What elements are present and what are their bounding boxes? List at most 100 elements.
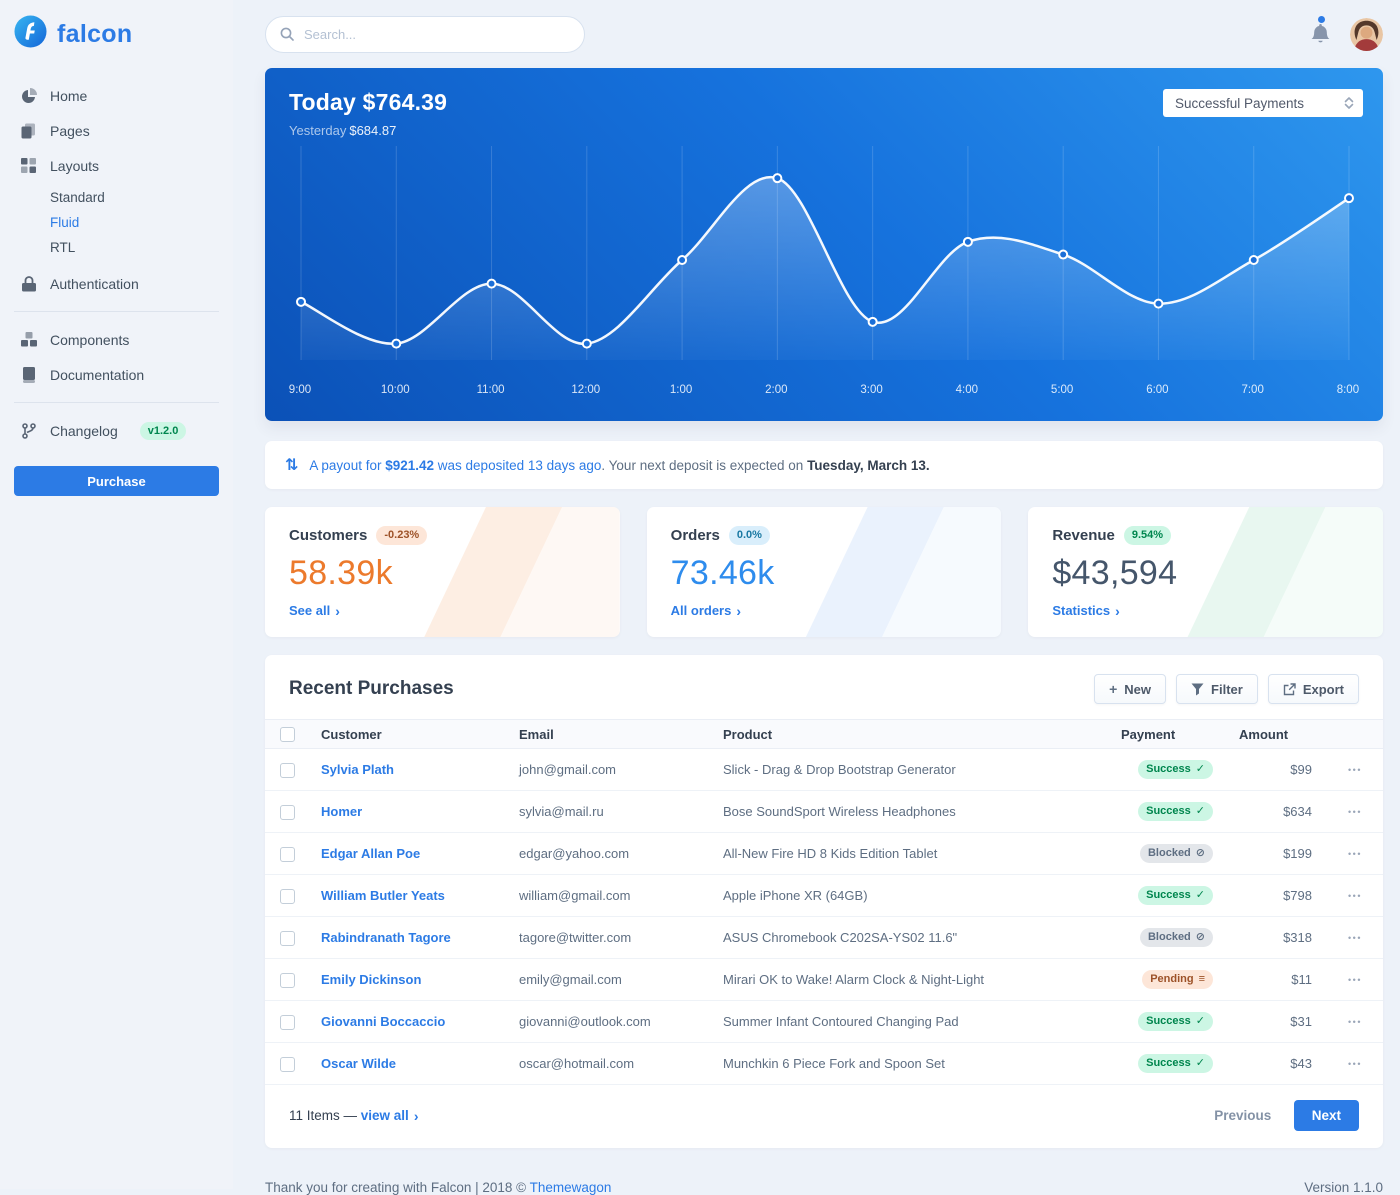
see-all-link[interactable]: See all ›	[289, 603, 340, 618]
product-cell: Apple iPhone XR (64GB)	[723, 888, 868, 904]
status-badge: Pending ≡	[1142, 970, 1213, 990]
row-checkbox[interactable]	[280, 1056, 295, 1072]
revenue-card: Revenue 9.54% $43,594 Statistics ›	[1028, 507, 1383, 637]
stat-change-badge: -0.23%	[376, 526, 428, 545]
check-icon: ✓	[1195, 1015, 1205, 1028]
chevron-right-icon: ›	[736, 602, 742, 619]
email-cell: william@gmail.com	[519, 888, 631, 904]
footer-text: Thank you for creating with Falcon | 201…	[265, 1180, 530, 1195]
product-cell: ASUS Chromebook C202SA-YS02 11.6"	[723, 930, 958, 946]
product-cell: Mirari OK to Wake! Alarm Clock & Night-L…	[723, 972, 985, 988]
payout-link[interactable]: A payout for $921.42 was deposited 13 da…	[309, 458, 601, 473]
new-button[interactable]: + New	[1094, 674, 1167, 704]
row-actions-button[interactable]: •••	[1344, 845, 1366, 863]
customer-link[interactable]: Sylvia Plath	[321, 762, 394, 778]
sidebar-item-authentication[interactable]: Authentication	[0, 266, 233, 301]
email-cell: giovanni@outlook.com	[519, 1014, 651, 1030]
stat-title: Orders	[670, 527, 720, 544]
row-actions-button[interactable]: •••	[1344, 761, 1366, 779]
customer-link[interactable]: Rabindranath Tagore	[321, 930, 451, 946]
yesterday-value: $684.87	[349, 123, 397, 138]
sidebar-item-components[interactable]: Components	[0, 322, 233, 357]
row-actions-button[interactable]: •••	[1344, 1055, 1366, 1073]
row-actions-button[interactable]: •••	[1344, 971, 1366, 989]
customer-link[interactable]: Giovanni Boccaccio	[321, 1014, 446, 1030]
topbar-right	[1311, 15, 1383, 51]
ban-icon: ⊘	[1195, 847, 1205, 860]
sidebar-nav: Home Pages Layouts Standard Fluid RTL Au…	[0, 68, 233, 448]
payment-filter-select[interactable]: Successful Payments	[1163, 89, 1363, 117]
purchase-button[interactable]: Purchase	[14, 466, 219, 496]
check-icon: ✓	[1195, 805, 1205, 818]
customer-link[interactable]: Oscar Wilde	[321, 1056, 397, 1072]
row-actions-button[interactable]: •••	[1344, 929, 1366, 947]
previous-button[interactable]: Previous	[1214, 1108, 1272, 1124]
stat-value: 58.39k	[289, 554, 393, 592]
sidebar-item-changelog[interactable]: Changelog v1.2.0	[0, 413, 233, 448]
row-checkbox[interactable]	[280, 1014, 295, 1030]
user-avatar[interactable]	[1350, 17, 1383, 51]
email-cell: sylvia@mail.ru	[519, 804, 604, 820]
chevron-right-icon: ›	[1115, 602, 1120, 619]
transfer-arrows-icon: ⇅	[285, 457, 299, 474]
x-axis-tick: 3:00	[860, 384, 883, 396]
row-actions-button[interactable]: •••	[1344, 1013, 1366, 1031]
layouts-subnav: Standard Fluid RTL	[0, 183, 233, 266]
sidebar-item-layouts[interactable]: Layouts	[0, 148, 233, 183]
sidebar-item-rtl[interactable]: RTL	[50, 240, 76, 255]
sidebar-item-fluid[interactable]: Fluid	[50, 215, 80, 230]
customer-link[interactable]: Homer	[321, 804, 363, 820]
statistics-link[interactable]: Statistics ›	[1052, 603, 1119, 618]
status-badge: Blocked ⊘	[1139, 928, 1213, 948]
view-all-link[interactable]: view all ›	[361, 1108, 419, 1123]
notifications-button[interactable]	[1311, 15, 1330, 49]
row-checkbox[interactable]	[280, 888, 295, 904]
table-row: Sylvia Plath john@gmail.com Slick - Drag…	[265, 749, 1383, 791]
status-label: Success	[1146, 1057, 1191, 1070]
sidebar-item-pages[interactable]: Pages	[0, 113, 233, 148]
sidebar: falcon Home Pages Layouts Standard Fluid…	[0, 0, 233, 1189]
next-button[interactable]: Next	[1293, 1100, 1359, 1132]
brand-logo[interactable]: falcon	[0, 0, 233, 68]
search-input[interactable]	[265, 15, 585, 53]
blocks-icon	[20, 332, 37, 347]
customer-link[interactable]: Edgar Allan Poe	[321, 846, 421, 862]
col-header-product: Product	[723, 726, 773, 742]
select-all-checkbox[interactable]	[280, 727, 295, 743]
purchases-title: Recent Purchases	[289, 678, 454, 699]
customer-link[interactable]: William Butler Yeats	[321, 888, 445, 904]
row-checkbox[interactable]	[280, 846, 295, 862]
filter-button[interactable]: Filter	[1176, 674, 1258, 704]
export-button[interactable]: Export	[1267, 674, 1359, 704]
status-badge: Success ✓	[1138, 1054, 1213, 1074]
table-footer: 11 Items — view all › Previous Next	[265, 1085, 1383, 1148]
customers-card: Customers -0.23% 58.39k See all ›	[265, 507, 620, 637]
col-header-payment: Payment	[1121, 726, 1176, 742]
search-box	[265, 15, 585, 53]
chart-title: Today $764.39	[289, 89, 448, 115]
sidebar-item-home[interactable]: Home	[0, 78, 233, 113]
row-checkbox[interactable]	[280, 930, 295, 946]
items-count: 11 Items —	[289, 1108, 361, 1124]
all-orders-link[interactable]: All orders ›	[671, 603, 741, 618]
payment-filter: Successful Payments	[1163, 89, 1363, 117]
stat-title: Revenue	[1052, 527, 1115, 544]
row-checkbox[interactable]	[280, 762, 295, 778]
status-badge: Success ✓	[1138, 1012, 1213, 1032]
themewagon-link[interactable]: Themewagon	[529, 1180, 612, 1195]
row-actions-button[interactable]: •••	[1344, 803, 1366, 821]
customer-link[interactable]: Emily Dickinson	[321, 972, 422, 988]
stat-value: $43,594	[1052, 554, 1178, 592]
x-axis-tick: 1:00	[669, 384, 693, 396]
sidebar-item-documentation[interactable]: Documentation	[0, 357, 233, 392]
orders-card: Orders 0.0% 73.46k All orders ›	[646, 507, 1002, 637]
version-text: Version 1.1.0	[1304, 1180, 1383, 1195]
row-checkbox[interactable]	[280, 804, 295, 820]
stat-link-label: See all	[289, 603, 331, 618]
sidebar-item-standard[interactable]: Standard	[50, 190, 105, 205]
row-checkbox[interactable]	[280, 972, 295, 988]
row-actions-button[interactable]: •••	[1344, 887, 1366, 905]
x-axis-tick: 4:00	[955, 384, 979, 396]
main-content: Today $764.39 Yesterday$684.87 Successfu…	[233, 0, 1400, 1195]
